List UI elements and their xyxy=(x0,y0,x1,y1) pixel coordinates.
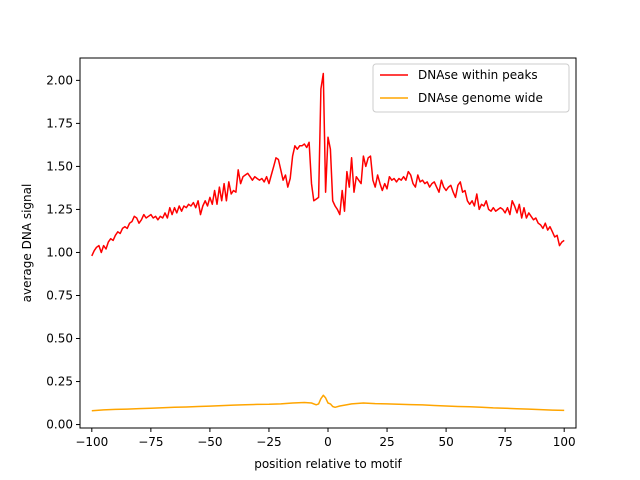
y-tick-label: 1.25 xyxy=(46,202,73,216)
series-layer xyxy=(91,72,565,412)
y-tick-label: 0.25 xyxy=(46,375,73,389)
x-tick-label: 0 xyxy=(324,435,332,449)
x-tick-label: 25 xyxy=(379,435,394,449)
x-tick-label: −50 xyxy=(197,435,222,449)
x-tick-label: −75 xyxy=(138,435,163,449)
y-tick-label: 0.00 xyxy=(46,418,73,432)
y-axis: 0.00 0.25 0.50 0.75 1.00 1.25 1.50 1.75 2.00 xyxy=(46,73,80,432)
legend-label-within-peaks: DNAse within peaks xyxy=(418,68,538,82)
x-tick-label: −100 xyxy=(75,435,108,449)
y-tick-label: 1.50 xyxy=(46,159,73,173)
x-tick-label: 75 xyxy=(498,435,513,449)
legend: DNAse within peaks DNAse genome wide xyxy=(372,63,570,113)
series-line-0 xyxy=(91,72,565,257)
x-tick-label: −25 xyxy=(256,435,281,449)
y-tick-label: 1.75 xyxy=(46,116,73,130)
y-tick-label: 0.50 xyxy=(46,332,73,346)
x-axis-label: position relative to motif xyxy=(254,457,402,471)
plot-frame xyxy=(79,57,577,429)
legend-label-genome-wide: DNAse genome wide xyxy=(418,91,543,105)
y-tick-label: 1.00 xyxy=(46,245,73,259)
x-tick-label: 50 xyxy=(438,435,453,449)
y-axis-label: average DNA signal xyxy=(20,184,34,303)
y-tick-label: 2.00 xyxy=(46,73,73,87)
y-tick-label: 0.75 xyxy=(46,288,73,302)
x-axis: −100 −75 −50 −25 0 25 50 75 100 xyxy=(75,428,576,449)
legend-box xyxy=(372,63,570,113)
series-line-1 xyxy=(91,394,565,412)
x-tick-label: 100 xyxy=(553,435,576,449)
